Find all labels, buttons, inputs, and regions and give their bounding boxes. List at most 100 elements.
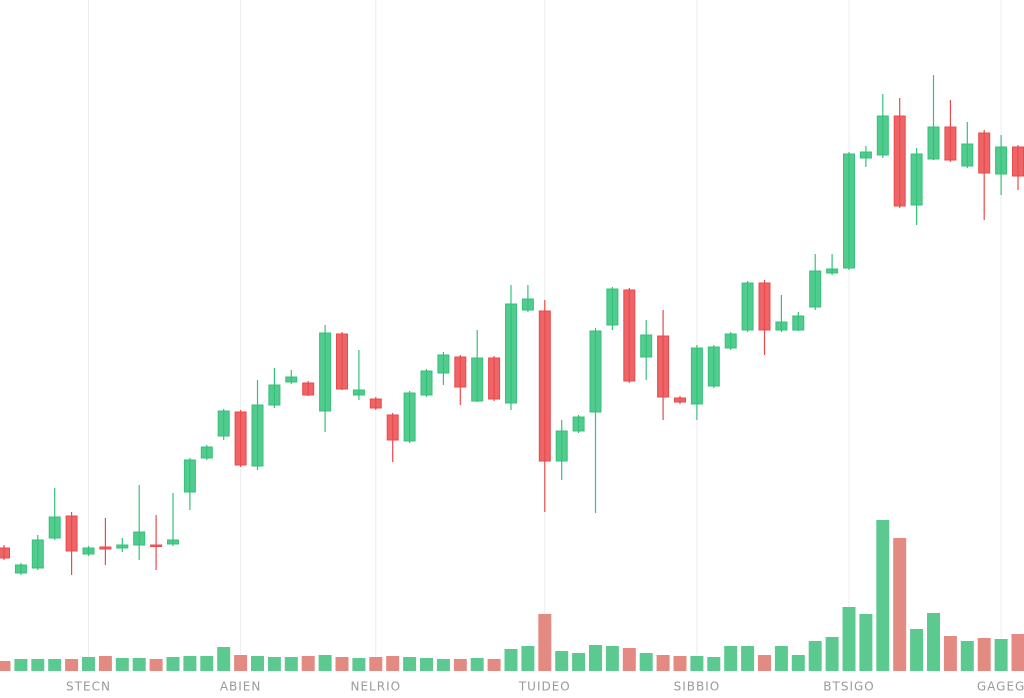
candle-body: [995, 146, 1008, 175]
volume-bar: [758, 655, 771, 671]
candle-body: [82, 547, 95, 555]
candle-body: [116, 544, 129, 549]
volume-bar: [267, 657, 281, 671]
volume-bar: [910, 629, 924, 671]
volume-bar: [352, 658, 366, 671]
x-tick-label: SIBBIO: [674, 680, 721, 694]
volume-bar: [690, 656, 704, 671]
candle-body: [285, 376, 298, 383]
candle-body: [0, 547, 10, 559]
volume-bar: [14, 659, 28, 671]
volume-bar: [605, 646, 619, 671]
x-tick-label: BTSIGO: [823, 680, 874, 694]
candle-body: [572, 416, 585, 432]
candle-body: [809, 270, 822, 308]
volume-bar: [420, 658, 433, 671]
x-tick-label: TUIDEO: [518, 680, 571, 694]
volume-bar: [724, 646, 738, 671]
candle-body: [336, 333, 348, 390]
volume-bar: [622, 648, 636, 671]
volume-bar: [960, 641, 974, 671]
candle-body: [623, 289, 636, 382]
candle-body: [961, 143, 974, 167]
volume-bar: [65, 659, 79, 671]
candle-body: [437, 354, 450, 374]
x-tick-label: ABIEN: [220, 680, 262, 694]
candle-body: [826, 268, 839, 274]
candle-body: [403, 392, 416, 442]
candle-body: [268, 384, 281, 406]
volume-bar: [707, 657, 721, 671]
candle-body: [251, 404, 264, 467]
candle-body: [555, 430, 568, 462]
volume-bar: [436, 659, 450, 671]
volume-bar: [639, 653, 653, 671]
candle-body: [65, 515, 78, 552]
candle-body: [521, 298, 534, 311]
candle-body: [657, 335, 670, 398]
candle-body: [707, 346, 720, 387]
x-tick-label: GAGEG: [977, 680, 1024, 694]
volume-bar: [234, 655, 248, 671]
candle-body: [690, 347, 703, 405]
candle-body: [910, 153, 923, 206]
volume-bar: [876, 520, 890, 671]
candle-body: [606, 288, 619, 326]
candle-body: [859, 151, 872, 159]
candle-body: [454, 356, 467, 388]
candle-body: [741, 282, 754, 331]
x-tick-label: NELRIO: [351, 680, 402, 694]
volume-bar: [774, 646, 788, 671]
volume-bar: [251, 656, 264, 671]
volume-bar: [0, 661, 11, 671]
candle-body: [978, 132, 991, 174]
volume-bar: [284, 657, 298, 671]
volume-bar: [115, 658, 129, 671]
candle-body: [589, 330, 602, 413]
candle-body: [167, 539, 179, 545]
volume-bar: [200, 656, 214, 671]
candle-body: [505, 303, 517, 404]
x-tick-label: STECN: [66, 680, 111, 694]
candle-body: [876, 115, 889, 156]
volume-bar: [183, 656, 197, 671]
volume-bar: [791, 655, 805, 671]
candle-body: [217, 410, 230, 437]
volume-bar: [825, 637, 839, 671]
volume-bar: [31, 659, 45, 671]
volume-bar: [842, 607, 856, 671]
candle-body: [1012, 146, 1024, 177]
candle-body: [386, 414, 399, 441]
volume-bar: [927, 613, 940, 671]
volume-bar: [555, 651, 569, 671]
volume-bar: [521, 646, 535, 671]
volume-bar: [48, 659, 62, 671]
candle-body: [927, 126, 940, 160]
volume-bar: [1011, 634, 1024, 671]
volume-bar: [470, 658, 484, 671]
candle-body: [133, 531, 146, 546]
volume-bar: [453, 659, 467, 671]
candle-body: [893, 115, 906, 207]
candle-body: [150, 544, 163, 547]
candle-body: [775, 321, 788, 331]
volume-bar: [741, 646, 755, 671]
volume-bar: [572, 653, 586, 671]
volume-bar: [977, 638, 991, 671]
candle-body: [471, 357, 484, 402]
volume-bar: [166, 657, 180, 671]
candle-body: [420, 370, 433, 396]
volume-bar: [589, 645, 602, 671]
candle-body: [31, 539, 44, 569]
volume-bar: [994, 639, 1008, 671]
candle-body: [183, 459, 196, 493]
candle-body: [200, 446, 213, 459]
candle-body: [640, 334, 653, 358]
volume-bar: [504, 649, 518, 671]
candle-body: [843, 153, 855, 269]
volume-bar: [673, 656, 687, 671]
volume-bar: [369, 657, 383, 671]
candle-body: [792, 315, 805, 331]
